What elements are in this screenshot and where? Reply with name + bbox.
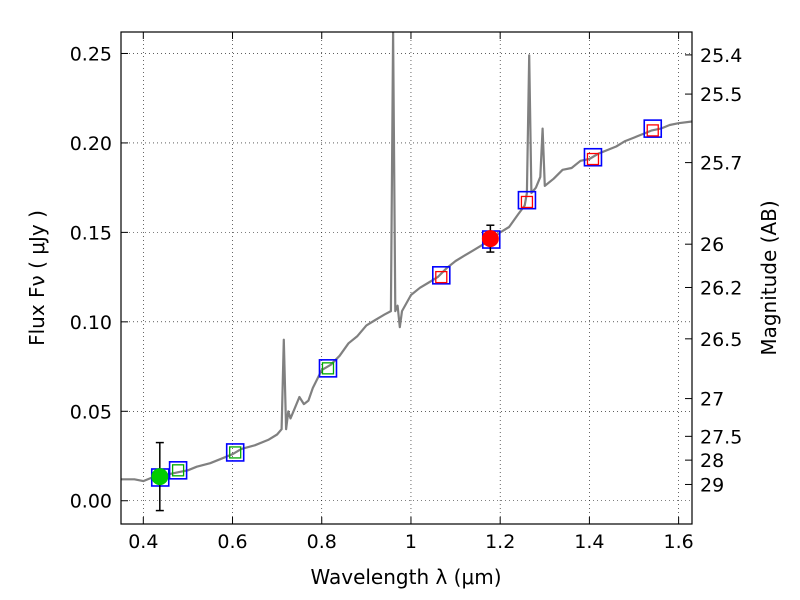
- plot-frame: [120, 31, 693, 525]
- y-tick-label: 0.10: [70, 312, 112, 334]
- data-point: [481, 230, 499, 248]
- spectrum-line: [121, 32, 692, 483]
- grid-lines: [121, 32, 692, 524]
- right-tick-label: 25.4: [700, 45, 742, 67]
- photometry-box: [583, 147, 603, 167]
- right-tick-label: 26.5: [700, 329, 742, 351]
- photometry-box: [517, 190, 537, 210]
- y-tick-label: 0.25: [70, 43, 112, 65]
- y-axis-label: Flux Fν ( μJy ): [25, 210, 49, 346]
- photometry-marks: [150, 119, 663, 512]
- y-tick-label: 0.05: [70, 401, 112, 423]
- axis-ticks: 0.4 0.6 0.8 1 1.2 1.4 1.6 0.00 0.05 0.10 0.15 0.20 0…: [70, 32, 742, 553]
- model-mark: [435, 270, 448, 284]
- right-tick-label: 29: [700, 474, 724, 496]
- photometry-box: [643, 119, 663, 138]
- data-point: [151, 468, 169, 486]
- y-tick-label: 0.00: [70, 491, 112, 513]
- model-mark: [520, 195, 534, 209]
- right-axis-label: Magnitude (AB): [757, 200, 781, 355]
- right-tick-label: 25.7: [700, 153, 742, 175]
- x-axis-label: Wavelength λ (μm): [310, 565, 501, 589]
- photometry-box: [431, 266, 451, 285]
- x-tick-label: 1.2: [485, 531, 515, 553]
- right-tick-label: 26: [700, 234, 724, 256]
- photometry-box: [225, 443, 245, 462]
- x-tick-label: 0.4: [128, 531, 158, 553]
- photometry-box: [168, 461, 188, 480]
- model-mark: [321, 362, 335, 375]
- x-tick-label: 1: [405, 531, 417, 553]
- right-tick-label: 28: [700, 450, 724, 472]
- right-tick-label: 27.5: [700, 426, 742, 448]
- y-tick-label: 0.20: [70, 133, 112, 155]
- right-tick-label: 26.2: [700, 277, 742, 299]
- x-tick-label: 0.8: [307, 531, 337, 553]
- model-mark: [586, 152, 600, 166]
- photometry-box: [318, 359, 338, 378]
- model-mark: [171, 464, 185, 477]
- right-tick-label: 27: [700, 389, 724, 411]
- x-tick-label: 1.4: [574, 531, 604, 553]
- model-mark: [229, 446, 242, 459]
- x-tick-label: 1.6: [664, 531, 694, 553]
- spectrum-series: [121, 32, 692, 483]
- model-mark: [646, 124, 659, 137]
- y-tick-label: 0.15: [70, 222, 112, 244]
- x-tick-label: 0.6: [217, 531, 247, 553]
- right-tick-label: 25.5: [700, 84, 742, 106]
